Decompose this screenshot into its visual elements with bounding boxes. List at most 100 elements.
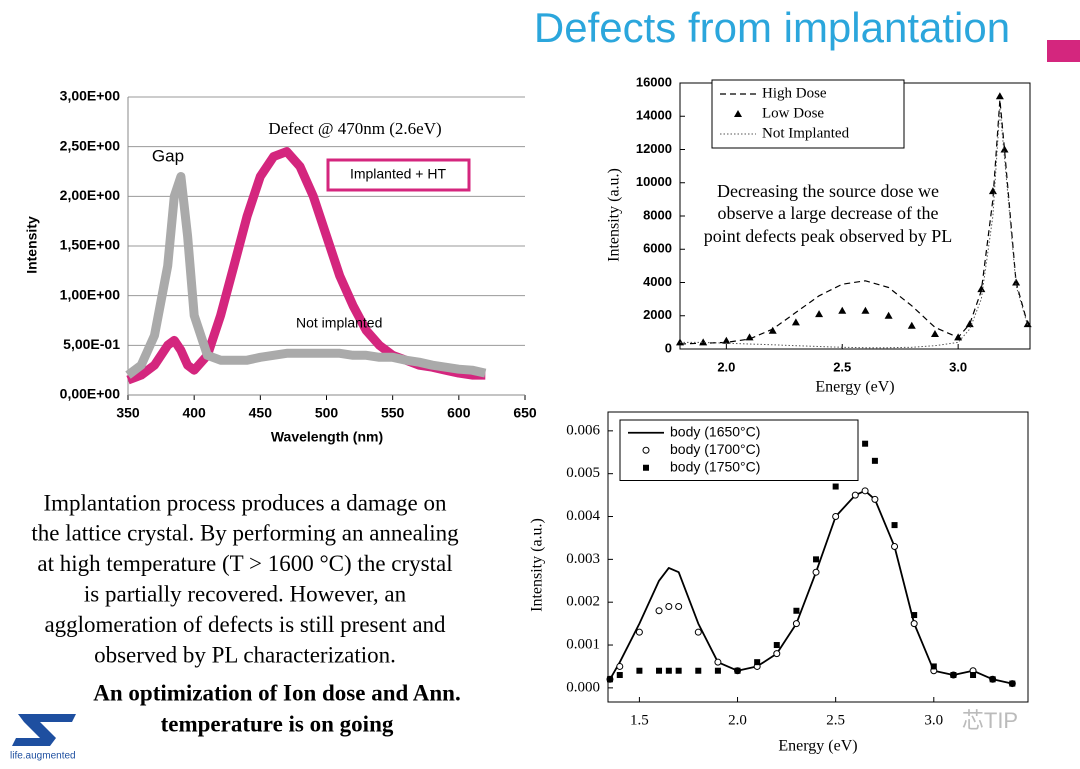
annotation: Defect @ 470nm (2.6eV) [268, 119, 441, 138]
x-tick-label: 2.0 [728, 712, 747, 728]
marker [884, 311, 893, 319]
y-axis-label: Intensity (a.u.) [606, 168, 623, 262]
marker [838, 306, 847, 314]
x-tick-label: 1.5 [630, 712, 649, 728]
x-tick-label: 450 [249, 405, 273, 421]
y-tick-label: 0.000 [566, 679, 600, 695]
annotation: observe a large decrease of the [717, 203, 938, 223]
body-line: observed by PL characterization. [94, 642, 396, 667]
marker [773, 650, 781, 658]
marker [722, 336, 731, 344]
marker [792, 620, 800, 628]
body-line: agglomeration of defects is still presen… [44, 612, 446, 637]
y-tick-label: 5,00E-01 [63, 336, 120, 352]
marker [815, 310, 824, 318]
x-axis-label: Energy (eV) [815, 379, 894, 396]
y-tick-label: 0.004 [566, 508, 600, 524]
series-line [679, 99, 1029, 345]
marker [793, 607, 800, 614]
x-tick-label: 600 [447, 405, 471, 421]
marker [1000, 145, 1009, 153]
marker [995, 92, 1004, 100]
marker [950, 672, 957, 679]
y-tick-label: 0.001 [566, 636, 600, 652]
chart: 0,00E+00 5,00E-01 1,00E+00 1,50E+00 2,00E+00… [24, 88, 537, 445]
body-line: the lattice crystal. By performing an an… [31, 521, 459, 546]
marker [977, 285, 986, 293]
y-tick-label: 12000 [636, 141, 672, 156]
marker [676, 338, 684, 346]
series-label: Implanted + HT [350, 166, 447, 182]
marker [930, 663, 937, 670]
series-label: Not implanted [296, 315, 382, 331]
marker [745, 333, 754, 341]
marker [773, 642, 780, 649]
y-tick-label: 3,00E+00 [60, 88, 121, 104]
marker [907, 321, 916, 329]
marker [656, 667, 663, 674]
marker [832, 483, 839, 490]
accent-block [1047, 40, 1080, 62]
marker [1009, 680, 1016, 687]
conclusion-line: temperature is on going [161, 711, 394, 736]
marker [714, 658, 722, 666]
plot-frame [607, 411, 1029, 703]
marker [606, 676, 613, 683]
marker [665, 667, 672, 674]
y-tick-label: 0,00E+00 [60, 386, 121, 402]
logo [12, 714, 76, 746]
y-tick-label: 1,00E+00 [60, 286, 121, 302]
marker [812, 568, 820, 576]
marker [954, 333, 963, 341]
marker [616, 672, 623, 679]
x-tick-label: 2.0 [717, 359, 735, 374]
legend-label: body (1650°C) [670, 423, 760, 439]
y-tick-label: 0 [665, 340, 672, 355]
marker [675, 602, 683, 610]
x-tick-label: 500 [315, 405, 339, 421]
marker [1023, 320, 1032, 328]
y-tick-label: 2,50E+00 [60, 137, 121, 153]
x-axis-label: Energy (eV) [778, 738, 857, 755]
marker [694, 628, 702, 636]
x-axis-label: Wavelength (nm) [271, 429, 383, 445]
marker [989, 676, 996, 683]
y-tick-label: 10000 [636, 174, 672, 189]
legend-label: High Dose [762, 85, 827, 101]
chart: 0.000 0.001 0.002 0.003 0.004 0.005 0.006 1.5 2.… [529, 411, 1029, 755]
y-tick-label: 0.003 [566, 551, 600, 567]
marker [635, 628, 643, 636]
x-tick-label: 3.0 [924, 712, 943, 728]
marker [891, 543, 899, 551]
x-tick-label: 2.5 [826, 712, 845, 728]
y-axis-label: Intensity [24, 216, 40, 274]
marker [970, 672, 977, 679]
marker [930, 330, 939, 338]
x-tick-label: 2.5 [833, 359, 851, 374]
y-tick-label: 1,50E+00 [60, 237, 121, 253]
marker [871, 457, 878, 464]
marker [861, 306, 870, 314]
conclusion-line: An optimization of Ion dose and Ann. [93, 680, 460, 705]
marker [871, 495, 879, 503]
marker [813, 556, 820, 563]
marker [851, 491, 859, 499]
y-tick-label: 4000 [643, 274, 672, 289]
y-tick-label: 8000 [643, 207, 672, 222]
y-tick-label: 2,00E+00 [60, 187, 121, 203]
marker [636, 667, 643, 674]
y-tick-label: 16000 [636, 74, 672, 89]
marker [862, 440, 869, 447]
marker [988, 187, 997, 195]
body-line: is partially recovered. However, an [84, 581, 407, 606]
legend-swatch [734, 110, 742, 117]
legend-label: body (1750°C) [670, 458, 760, 474]
marker [734, 667, 741, 674]
legend-swatch [643, 464, 649, 471]
watermark: 芯TIP [962, 708, 1018, 733]
body-line: at high temperature (T > 1600 °C) the cr… [37, 551, 452, 576]
marker [832, 513, 840, 521]
series-line [125, 172, 487, 379]
